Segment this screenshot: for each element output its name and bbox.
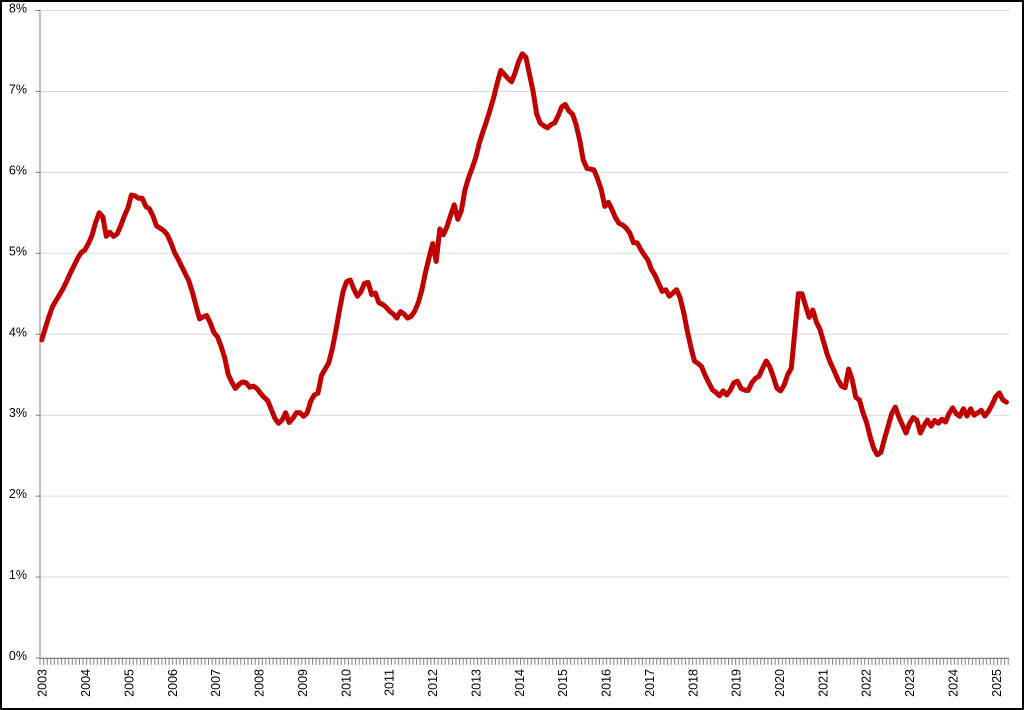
svg-text:2021: 2021 <box>816 669 830 697</box>
svg-text:2009: 2009 <box>296 669 310 697</box>
svg-text:2023: 2023 <box>903 669 917 697</box>
svg-text:2008: 2008 <box>253 669 267 697</box>
svg-text:2013: 2013 <box>469 669 483 697</box>
svg-text:5%: 5% <box>9 244 27 258</box>
svg-text:2018: 2018 <box>686 669 700 697</box>
svg-text:2004: 2004 <box>79 669 93 697</box>
svg-text:2017: 2017 <box>643 669 657 697</box>
svg-text:1%: 1% <box>9 568 27 582</box>
svg-text:2012: 2012 <box>426 669 440 697</box>
svg-text:2011: 2011 <box>383 669 397 696</box>
svg-text:8%: 8% <box>9 2 27 16</box>
svg-text:2019: 2019 <box>730 669 744 697</box>
svg-text:2005: 2005 <box>122 669 136 697</box>
svg-text:2010: 2010 <box>339 669 353 697</box>
svg-text:2006: 2006 <box>166 669 180 697</box>
svg-text:2014: 2014 <box>513 669 527 697</box>
svg-text:2003: 2003 <box>36 669 50 697</box>
svg-text:2025: 2025 <box>990 669 1004 697</box>
svg-text:0%: 0% <box>9 649 27 663</box>
svg-text:7%: 7% <box>9 82 27 96</box>
svg-text:2020: 2020 <box>773 669 787 697</box>
svg-text:2024: 2024 <box>946 669 960 697</box>
svg-text:2007: 2007 <box>209 669 223 697</box>
svg-text:2016: 2016 <box>600 669 614 697</box>
svg-text:2015: 2015 <box>556 669 570 697</box>
svg-text:3%: 3% <box>9 406 27 420</box>
svg-text:4%: 4% <box>9 325 27 339</box>
svg-text:2%: 2% <box>9 487 27 501</box>
svg-text:6%: 6% <box>9 163 27 177</box>
svg-text:2022: 2022 <box>860 669 874 697</box>
